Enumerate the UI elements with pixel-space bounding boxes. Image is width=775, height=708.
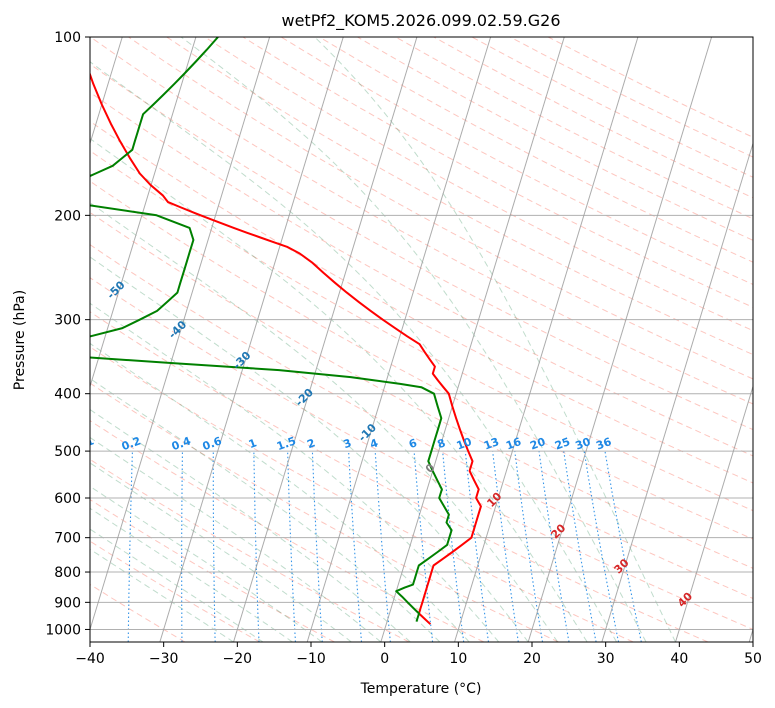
mixing-ratio-line — [464, 451, 490, 642]
y-tick-label: 600 — [54, 491, 81, 507]
chart-title: wetPf2_KOM5.2026.099.02.59.G26 — [281, 11, 560, 31]
moist-adiabat-line — [90, 61, 618, 642]
dry-adiabat-line — [90, 420, 485, 642]
mixing-ratio-line — [413, 451, 434, 642]
y-tick-label: 300 — [54, 313, 81, 329]
mixing-ratio-label: 25 — [553, 435, 572, 452]
mixing-ratio-label: 0.1 — [73, 434, 96, 453]
x-tick-label: 50 — [744, 651, 762, 667]
mixing-ratio-line — [583, 451, 620, 642]
mixing-ratio-label: 13 — [482, 435, 501, 452]
x-tick-label: 10 — [449, 651, 467, 667]
y-tick-label: 700 — [54, 531, 81, 547]
dry-adiabat-line — [90, 540, 260, 642]
x-tick-label: −20 — [223, 651, 253, 667]
x-tick-label: 0 — [380, 651, 389, 667]
dry-adiabat-line — [280, 37, 753, 286]
moist-adiabat-line — [90, 302, 500, 642]
y-tick-label: 200 — [54, 208, 81, 224]
y-tick-label: 500 — [54, 444, 81, 460]
x-tick-label: −40 — [75, 651, 105, 667]
mixing-ratio-label: 8 — [436, 436, 448, 451]
y-tick-label: 400 — [54, 387, 81, 403]
dry-adiabat-line — [90, 583, 186, 642]
x-axis-label: Temperature (°C) — [360, 681, 482, 697]
x-tick-label: 40 — [670, 651, 688, 667]
moist-adiabat-line — [90, 256, 529, 642]
mixing-ratio-label: 1.5 — [275, 434, 298, 453]
isotherm-grid-line — [454, 37, 639, 642]
mixing-ratio-label: 0.4 — [170, 434, 193, 453]
moist-adiabat-line — [90, 408, 411, 642]
temperature-profile-line — [90, 71, 482, 625]
x-tick-label: −30 — [149, 651, 179, 667]
isotherm-grid-line — [675, 384, 753, 642]
mixing-ratio-label: 30 — [574, 435, 593, 453]
dry-adiabat-line — [90, 63, 753, 431]
y-axis-label: Pressure (hPa) — [12, 290, 28, 390]
x-tick-label: −10 — [296, 651, 326, 667]
mixing-ratio-label: 1 — [247, 436, 259, 451]
dry-adiabat-line — [90, 91, 753, 457]
y-tick-label: 900 — [54, 595, 81, 611]
dewpoint-profile-line — [90, 37, 453, 622]
moist-adiabat-line — [90, 377, 441, 642]
dry-adiabat-line — [166, 37, 753, 356]
moist-adiabat-line — [90, 507, 293, 642]
mixing-ratio-line — [514, 451, 544, 642]
mixing-ratio-line — [374, 451, 391, 642]
x-tick-label: 20 — [523, 651, 541, 667]
y-tick-label: 1000 — [45, 622, 81, 638]
mixing-ratio-label: 0.2 — [120, 434, 143, 453]
y-tick-label: 800 — [54, 565, 81, 581]
mixing-ratio-label: 36 — [594, 435, 613, 453]
isotherm-grid-line — [159, 37, 344, 642]
mixing-ratio-label: 4 — [368, 436, 380, 451]
isotherm-grid-line — [90, 37, 123, 146]
isotherm-grid-line — [233, 37, 418, 642]
isotherm-grid-line — [601, 141, 753, 642]
isotherm-grid-line — [90, 37, 271, 632]
isotherm-grid-line — [306, 37, 492, 642]
mixing-ratio-label: 6 — [407, 436, 419, 451]
mixing-ratio-line — [604, 451, 642, 642]
mixing-ratio-label: 0.6 — [201, 434, 224, 453]
moist-adiabat-line — [90, 137, 588, 642]
dry-adiabat-line — [90, 311, 709, 642]
dry-adiabat-line — [204, 37, 753, 332]
dry-adiabat-line — [90, 150, 753, 512]
mixing-ratio-line — [442, 451, 465, 642]
dry-adiabat-line — [90, 458, 410, 642]
dry-adiabat-line — [90, 180, 753, 540]
moist-adiabat-line — [180, 37, 647, 642]
plot-frame — [89, 36, 754, 643]
mixing-ratio-label: 16 — [504, 435, 523, 453]
moist-adiabat-line — [314, 37, 676, 642]
y-tick-label: 100 — [54, 30, 81, 46]
moist-adiabat-line — [90, 462, 352, 642]
mixing-ratio-label: 2 — [305, 436, 317, 451]
mixing-ratio-label: 20 — [528, 435, 547, 453]
mixing-ratio-label: 10 — [455, 435, 474, 453]
mixing-ratio-label: 3 — [342, 436, 354, 451]
moist-adiabat-line — [90, 342, 470, 642]
isotherm-grid-line — [380, 37, 565, 642]
moist-adiabat-line — [90, 485, 323, 642]
x-tick-label: 30 — [597, 651, 615, 667]
isotherm-grid-line — [90, 37, 197, 389]
isotherm-grid-line — [527, 37, 713, 642]
mixing-ratio-line — [492, 451, 519, 642]
